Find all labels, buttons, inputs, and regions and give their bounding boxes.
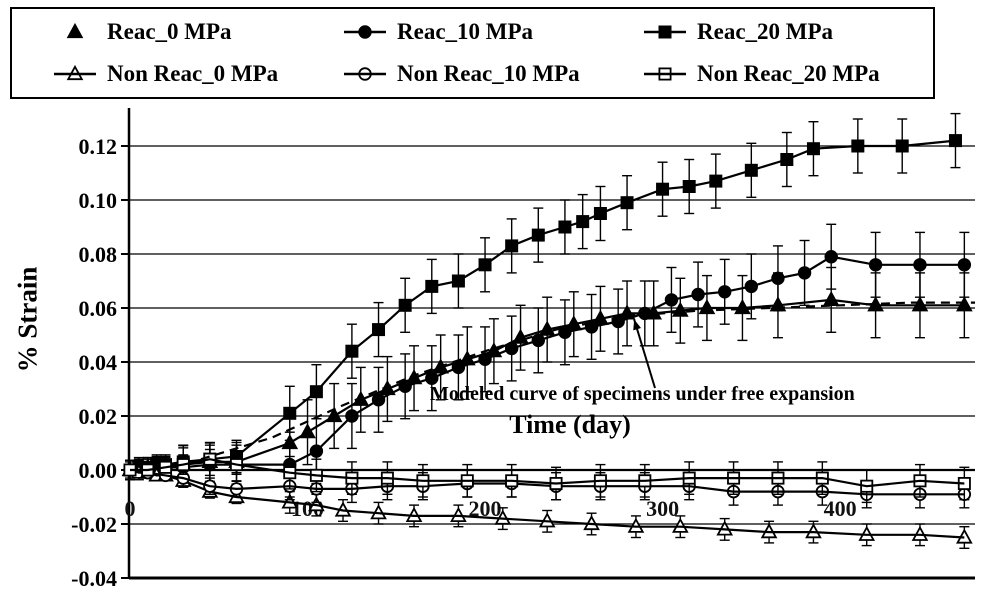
filled-square-marker: [806, 142, 820, 156]
y-tick-label: 0.04: [79, 350, 118, 375]
filled-square-marker: [345, 344, 359, 358]
filled-triangle-marker: [299, 423, 316, 439]
open-square-legend-icon: [644, 67, 686, 81]
modeled-free-expansion-curve: [200, 301, 975, 461]
legend-item-Reac_10-MPa: Reac_10 MPa: [342, 11, 642, 53]
legend-item-Reac_20-MPa: Reac_20 MPa: [642, 11, 927, 53]
filled-circle-marker: [371, 393, 386, 407]
filled-square-marker: [895, 139, 909, 153]
filled-triangle-marker: [512, 328, 529, 344]
filled-circle-marker: [824, 250, 838, 264]
open-circle-legend-icon: [344, 67, 386, 81]
series-Non-Reac_20-MPa: [123, 448, 971, 504]
filled-circle-marker: [504, 341, 519, 356]
annotation-arrow-head: [633, 319, 642, 331]
filled-square-marker: [682, 179, 696, 193]
filled-square-marker: [531, 228, 545, 242]
filled-circle-marker: [345, 409, 359, 423]
filled-triangle-marker: [66, 22, 84, 39]
filled-circle-marker: [664, 293, 679, 307]
filled-square-marker: [283, 406, 297, 420]
y-tick-label: -0.02: [71, 512, 117, 537]
open-triangle-legend-icon: [54, 64, 96, 81]
filled-circle-marker: [771, 271, 785, 286]
filled-circle-marker: [797, 266, 812, 280]
y-tick-label: -0.04: [71, 566, 117, 591]
x-tick-label: 0: [125, 496, 136, 521]
legend-label: Non Reac_20 MPa: [697, 61, 880, 86]
filled-square-marker: [478, 258, 492, 272]
filled-circle-marker: [478, 352, 492, 367]
y-tick-label: 0.12: [79, 134, 118, 159]
chart-legend: Reac_0 MPa Reac_10 MPa Reac_20 MPa Non Reac…: [10, 7, 935, 99]
filled-square-marker: [658, 25, 672, 39]
filled-circle-marker: [558, 325, 572, 340]
filled-triangle-marker: [911, 296, 929, 312]
y-tick-label: 0.08: [79, 242, 118, 267]
filled-circle-legend-icon: [344, 25, 386, 39]
x-tick-label: 400: [824, 496, 857, 521]
filled-square-marker: [425, 279, 439, 293]
y-axis-title: % Strain: [12, 266, 43, 373]
legend-item-Non-Reac_10-MPa: Non Reac_10 MPa: [342, 53, 642, 95]
filled-square-legend-icon: [644, 25, 686, 39]
legend-label: Non Reac_10 MPa: [397, 61, 580, 86]
filled-circle-marker: [309, 444, 324, 458]
filled-triangle-marker: [822, 290, 840, 306]
filled-circle-marker: [451, 360, 466, 375]
filled-square-marker: [558, 220, 572, 234]
legend-label: Reac_10 MPa: [397, 19, 534, 44]
series-Reac_0-MPa: [121, 266, 973, 485]
x-axis-title: Time (day): [509, 410, 631, 439]
filled-triangle-marker: [538, 320, 556, 336]
y-tick-label: 0.00: [79, 458, 118, 483]
legend-item-Non-Reac_0-MPa: Non Reac_0 MPa: [52, 53, 342, 95]
legend-label: Non Reac_0 MPa: [107, 61, 279, 86]
filled-square-marker: [398, 298, 412, 312]
filled-square-marker: [948, 134, 962, 148]
legend-item-Non-Reac_20-MPa: Non Reac_20 MPa: [642, 53, 927, 95]
filled-circle-marker: [744, 279, 759, 294]
filled-circle-marker: [425, 371, 439, 385]
legend-label: Reac_0 MPa: [107, 19, 232, 44]
filled-square-marker: [451, 274, 465, 288]
filled-square-marker: [372, 323, 386, 337]
filled-circle-marker: [913, 258, 927, 272]
filled-circle-marker: [691, 287, 705, 302]
filled-circle-marker: [398, 379, 412, 394]
annotation-arrow-line: [633, 319, 656, 389]
filled-square-marker: [656, 182, 670, 196]
filled-circle-marker: [717, 285, 732, 299]
filled-square-marker: [620, 196, 634, 210]
filled-square-marker: [780, 152, 794, 166]
filled-triangle-legend-icon: [66, 22, 84, 39]
filled-square-marker: [593, 206, 607, 220]
filled-square-marker: [505, 239, 519, 253]
y-tick-label: 0.10: [79, 188, 118, 213]
filled-square-marker: [744, 163, 758, 177]
filled-circle-marker: [358, 25, 372, 39]
filled-circle-marker: [531, 333, 545, 348]
filled-circle-marker: [638, 306, 652, 321]
filled-square-marker: [851, 139, 865, 153]
legend-item-Reac_0-MPa: Reac_0 MPa: [52, 11, 342, 53]
filled-circle-marker: [868, 258, 883, 272]
legend-label: Reac_20 MPa: [697, 19, 834, 44]
y-tick-label: 0.06: [79, 296, 118, 321]
filled-square-marker: [576, 215, 590, 229]
filled-triangle-marker: [325, 406, 343, 423]
filled-triangle-marker: [956, 296, 973, 312]
modeled-curve-annotation: Modeled curve of specimens under free ex…: [430, 383, 855, 405]
filled-square-marker: [709, 174, 723, 188]
filled-circle-marker: [957, 258, 972, 272]
filled-square-marker: [309, 385, 323, 399]
y-tick-label: 0.02: [79, 404, 118, 429]
x-tick-label: 300: [646, 496, 679, 521]
